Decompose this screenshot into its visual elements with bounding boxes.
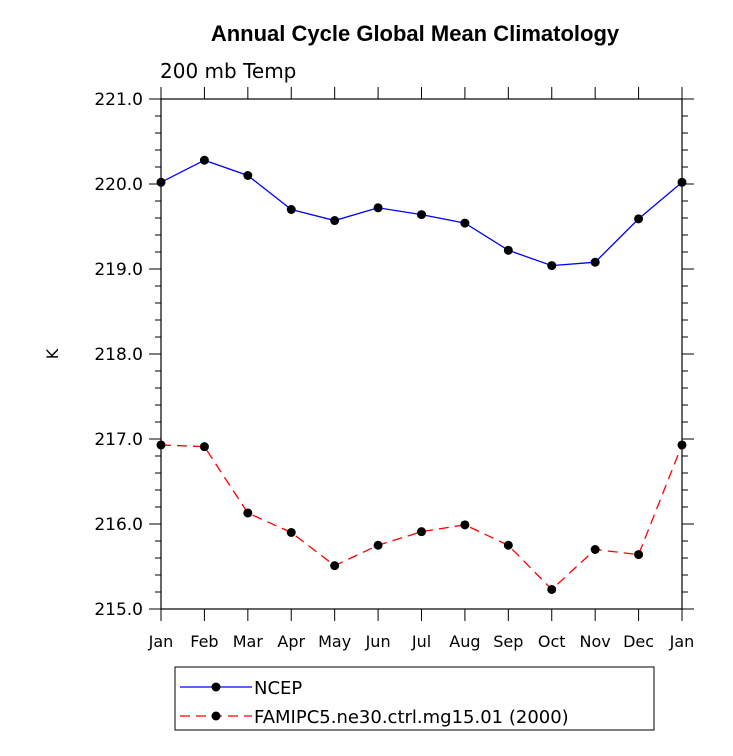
y-tick-labels: 215.0 216.0 217.0 218.0 219.0 220.0 221.0 xyxy=(94,90,143,620)
series-layer xyxy=(156,155,687,594)
x-tick-label: Jan xyxy=(669,632,695,651)
y-tick-label: 217.0 xyxy=(94,430,143,450)
x-tick-label: Jun xyxy=(365,632,391,651)
y-tick-label: 216.0 xyxy=(94,515,143,535)
series-line-2 xyxy=(160,444,683,591)
chart-subtitle: 200 mb Temp xyxy=(160,59,296,83)
x-tick-label: Mar xyxy=(233,632,264,651)
legend-label-1: NCEP xyxy=(254,678,302,699)
x-tick-label: Nov xyxy=(580,632,611,651)
x-tick-label: Aug xyxy=(449,632,480,651)
data-point xyxy=(243,508,253,518)
axis-ticks xyxy=(149,87,694,621)
data-point xyxy=(547,261,557,271)
data-point xyxy=(286,528,296,537)
legend-box xyxy=(174,666,655,731)
legend-marker-1 xyxy=(211,682,221,692)
data-point xyxy=(373,540,383,550)
y-tick-label: 221.0 xyxy=(94,90,143,110)
plot-frame xyxy=(160,98,683,610)
legend-label-2: FAMIPC5.ne30.ctrl.mg15.01 (2000) xyxy=(254,707,569,728)
data-point xyxy=(330,561,340,571)
data-point xyxy=(286,205,296,214)
data-point xyxy=(634,214,644,224)
y-axis-label: K xyxy=(43,348,62,359)
x-tick-label: Oct xyxy=(538,632,566,651)
legend: NCEP FAMIPC5.ne30.ctrl.mg15.01 (2000) xyxy=(174,666,655,731)
legend-marker-2 xyxy=(211,711,221,721)
data-point xyxy=(634,550,644,560)
y-tick-label: 215.0 xyxy=(94,600,143,620)
data-point xyxy=(590,257,600,267)
x-tick-label: Apr xyxy=(277,632,305,651)
chart-title: Annual Cycle Global Mean Climatology xyxy=(211,21,620,46)
data-point xyxy=(503,245,513,255)
data-point xyxy=(373,203,383,213)
data-point xyxy=(460,520,470,530)
x-tick-label: Feb xyxy=(190,632,218,651)
x-tick-label: Jul xyxy=(411,632,431,651)
x-tick-label: Sep xyxy=(493,632,523,651)
x-tick-label: Dec xyxy=(623,632,654,651)
data-point xyxy=(199,442,209,452)
data-point xyxy=(503,540,513,550)
x-tick-labels: Jan Feb Mar Apr May Jun Jul Aug Sep Oct Nov Dec Jan xyxy=(148,632,695,651)
x-tick-label: Jan xyxy=(148,632,174,651)
y-tick-label: 218.0 xyxy=(94,345,143,365)
data-point xyxy=(330,216,340,226)
y-tick-label: 219.0 xyxy=(94,260,143,280)
y-tick-label: 220.0 xyxy=(94,175,143,195)
data-point xyxy=(417,210,426,220)
data-point xyxy=(460,218,470,228)
data-point xyxy=(417,527,426,537)
data-point xyxy=(547,584,557,594)
data-point xyxy=(199,155,209,165)
data-point xyxy=(590,545,600,554)
x-tick-label: May xyxy=(318,632,351,651)
data-point xyxy=(243,171,253,180)
